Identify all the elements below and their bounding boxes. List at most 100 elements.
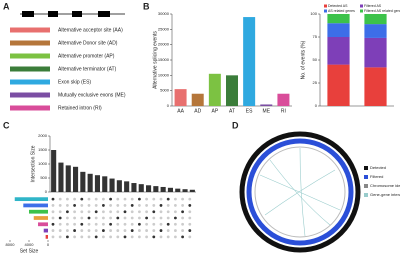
x-tick-label: AD <box>194 108 201 114</box>
bar <box>182 189 188 192</box>
y-tick-label: 0 <box>45 189 48 194</box>
matrix-dot <box>159 222 163 226</box>
matrix-dot <box>130 235 134 239</box>
matrix-dot <box>159 216 163 220</box>
bar <box>80 171 86 192</box>
bar <box>174 89 187 106</box>
y-tick-label: 1500 <box>38 147 48 152</box>
exon-box <box>10 53 50 59</box>
bar <box>43 228 48 233</box>
y-tick-label: 0 <box>315 103 318 108</box>
matrix-dot <box>73 197 76 201</box>
matrix-dot <box>58 197 62 201</box>
bar <box>14 197 48 202</box>
exon-box <box>10 79 50 85</box>
y-tick-label: 15000 <box>158 57 170 62</box>
bar <box>131 183 137 192</box>
matrix-dot <box>58 229 62 232</box>
matrix-dot <box>116 216 120 220</box>
y-tick-label: 75 <box>313 34 318 39</box>
bar <box>45 234 48 239</box>
matrix-dot <box>166 222 170 226</box>
panel-label: A <box>3 1 10 11</box>
gene-model <box>20 11 125 17</box>
bar-segment <box>364 24 387 38</box>
bar <box>58 162 64 192</box>
matrix-dot <box>145 235 149 239</box>
matrix-dot <box>87 204 91 207</box>
matrix-dot <box>116 229 120 232</box>
matrix-dot <box>188 204 192 207</box>
matrix-dot <box>51 210 55 214</box>
exon-box <box>10 105 50 111</box>
matrix-dot <box>102 216 105 220</box>
axis-title: No. of events (%) <box>300 40 306 79</box>
y-tick-label: 50 <box>313 57 318 62</box>
bar <box>160 186 166 192</box>
x-tick-label: ES <box>246 108 253 114</box>
legend-label: Chromosome ideogram <box>370 183 400 188</box>
bar-segment <box>327 14 350 24</box>
matrix-dot <box>159 235 163 239</box>
bar-segment <box>327 64 350 106</box>
bar <box>175 188 181 192</box>
panel-label: B <box>143 1 150 11</box>
matrix-dot <box>152 222 156 226</box>
matrix-dot <box>80 229 84 232</box>
y-tick-label: 30000 <box>158 11 170 16</box>
x-tick-label: AT <box>229 108 235 114</box>
matrix-dot <box>152 197 156 201</box>
matrix-dot <box>87 229 91 232</box>
matrix-dot <box>66 235 69 239</box>
matrix-dot <box>87 235 91 239</box>
matrix-dot <box>138 216 141 220</box>
matrix-dot <box>73 235 76 239</box>
as-type-label: Alternative promoter (AP) <box>58 53 115 59</box>
matrix-dot <box>109 216 112 220</box>
matrix-dot <box>58 204 62 207</box>
matrix-dot <box>159 210 163 214</box>
x-tick-label: 8000 <box>6 242 16 247</box>
legend-swatch <box>324 4 327 8</box>
matrix-dot <box>116 197 120 201</box>
exon-box <box>10 27 50 33</box>
matrix-dot <box>181 204 185 207</box>
matrix-dot <box>80 216 84 220</box>
matrix-dot <box>102 210 105 214</box>
matrix-dot <box>138 204 141 207</box>
legend-swatch <box>360 4 363 8</box>
axis-title: Set Size <box>20 248 39 254</box>
matrix-dot <box>166 216 170 220</box>
bar <box>51 150 57 192</box>
matrix-dot <box>109 229 112 232</box>
as-type-label: Mutually exclusive exons (ME) <box>58 92 126 98</box>
matrix-dot <box>102 204 105 207</box>
x-tick-label: AP <box>212 108 219 114</box>
matrix-dot <box>73 222 76 226</box>
matrix-dot <box>166 210 170 214</box>
matrix-dot <box>109 222 112 226</box>
x-tick-label: AA <box>177 108 184 114</box>
matrix-dot <box>130 222 134 226</box>
matrix-dot <box>58 235 62 239</box>
bar <box>191 93 204 106</box>
matrix-dot <box>73 216 76 220</box>
matrix-dot <box>145 197 149 201</box>
panel-label: D <box>232 120 239 130</box>
matrix-dot <box>181 229 185 232</box>
matrix-dot <box>87 210 91 214</box>
matrix-dot <box>80 204 84 207</box>
matrix-dot <box>51 229 55 232</box>
y-tick-label: 500 <box>40 175 47 180</box>
matrix-dot <box>138 197 141 201</box>
matrix-dot <box>109 235 112 239</box>
matrix-dot <box>87 222 91 226</box>
matrix-dot <box>188 197 192 201</box>
matrix-dot <box>51 222 55 226</box>
bar <box>29 209 48 214</box>
matrix-dot <box>166 197 170 201</box>
matrix-dot <box>188 216 192 220</box>
matrix-dot <box>152 229 156 232</box>
bar-segment <box>364 14 387 25</box>
